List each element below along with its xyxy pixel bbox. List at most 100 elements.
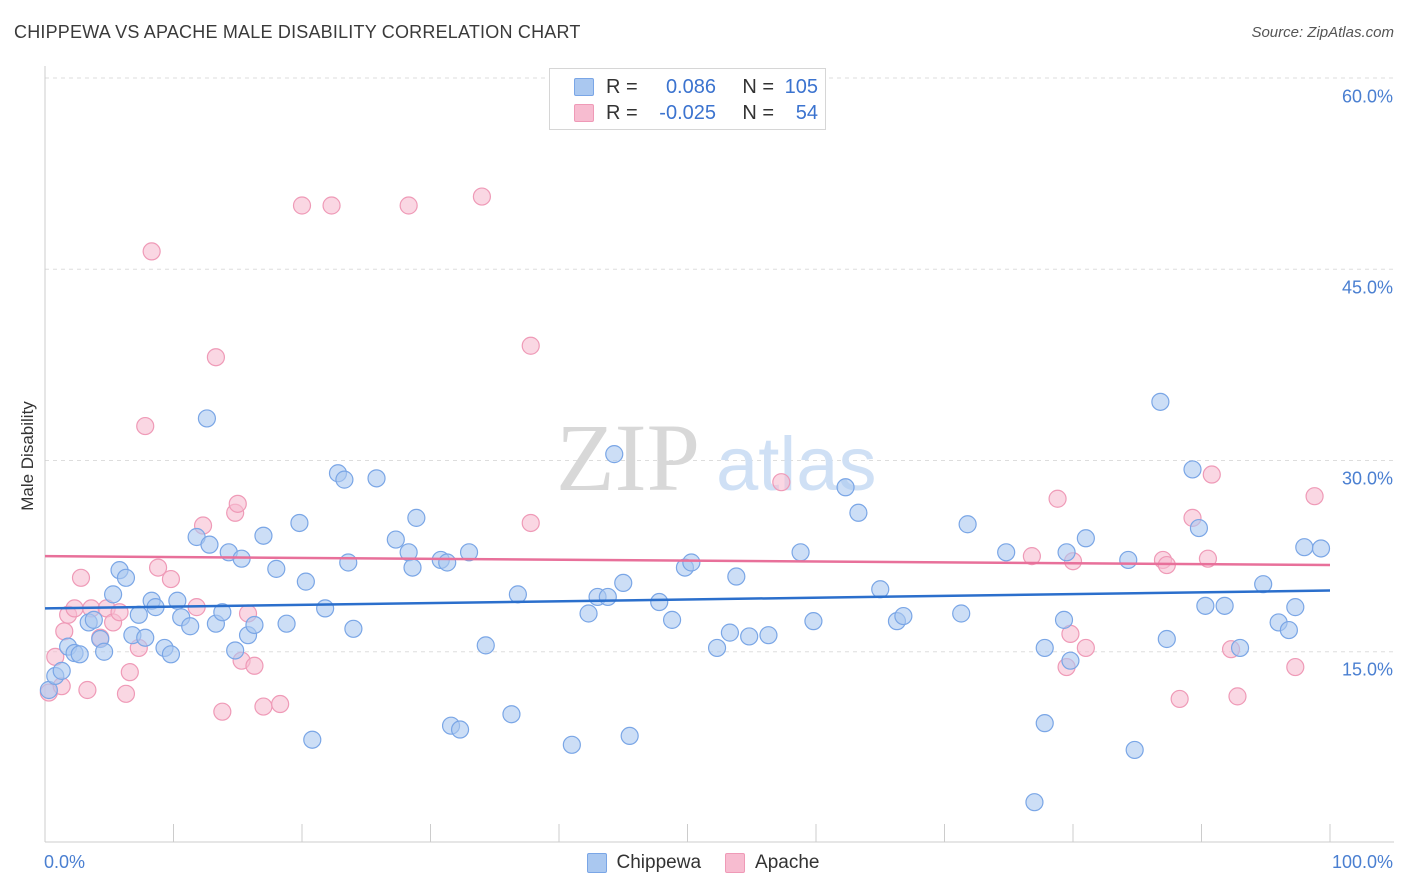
apache-point bbox=[1202, 465, 1221, 484]
chippewa-point bbox=[1054, 610, 1074, 629]
n-value: 54 bbox=[795, 101, 818, 124]
chippewa-point bbox=[197, 409, 217, 428]
apache-point bbox=[254, 697, 273, 716]
chippewa-point bbox=[277, 614, 296, 633]
chippewa-point bbox=[1057, 543, 1076, 562]
trend-lines bbox=[44, 554, 1331, 610]
chippewa-point bbox=[367, 469, 386, 488]
chippewa-point bbox=[213, 603, 232, 622]
apache-point bbox=[1022, 547, 1041, 566]
r-value: -0.025 bbox=[659, 101, 716, 124]
r-value: 0.086 bbox=[665, 75, 716, 98]
chippewa-point bbox=[759, 626, 778, 645]
apache-point bbox=[136, 416, 155, 436]
apache-point bbox=[322, 196, 341, 215]
apache-point bbox=[1048, 489, 1067, 508]
chippewa-point bbox=[1035, 638, 1054, 658]
apache-point bbox=[271, 694, 290, 714]
y-tick-label: 15.0% bbox=[1341, 659, 1393, 680]
chippewa-point bbox=[245, 615, 264, 635]
r-label: R = bbox=[606, 101, 638, 124]
chippewa-point bbox=[1295, 538, 1314, 557]
chippewa-point bbox=[740, 627, 759, 646]
apache-swatch bbox=[574, 104, 594, 122]
chippewa-point bbox=[52, 661, 71, 680]
chippewa-swatch bbox=[574, 78, 594, 96]
chippewa-point bbox=[1035, 714, 1054, 733]
chippewa-point bbox=[200, 535, 219, 554]
chippewa-point bbox=[129, 605, 148, 624]
chippewa-point bbox=[476, 636, 495, 655]
r-label: R = bbox=[606, 75, 638, 98]
chippewa-point bbox=[84, 610, 103, 629]
chippewa-point bbox=[1119, 550, 1138, 570]
chippewa-point bbox=[662, 610, 682, 629]
chippewa-point bbox=[70, 645, 89, 664]
chippewa-point bbox=[502, 705, 521, 724]
n-label: N = bbox=[742, 101, 774, 124]
legend-row-apache: R = -0.025 N = 54 bbox=[574, 101, 818, 125]
chippewa-point bbox=[579, 604, 598, 623]
chippewa-point bbox=[804, 612, 823, 631]
legend-label-apache: Apache bbox=[755, 852, 820, 873]
source-label: Source: ZipAtlas.com bbox=[1251, 24, 1394, 41]
series-legend: Chippewa Apache bbox=[0, 852, 1406, 874]
axes bbox=[44, 66, 1394, 843]
apache-trend-line bbox=[44, 554, 1331, 567]
chippewa-point bbox=[344, 619, 363, 638]
chippewa-point bbox=[1025, 793, 1044, 812]
apache-point bbox=[142, 242, 161, 261]
apache-point bbox=[78, 680, 97, 700]
chippewa-point bbox=[335, 470, 354, 489]
chippewa-point bbox=[1183, 460, 1202, 479]
n-value: 105 bbox=[784, 75, 818, 98]
apache-point bbox=[213, 702, 232, 721]
watermark-zip: ZIP bbox=[556, 404, 700, 511]
legend-item-chippewa[interactable]: Chippewa bbox=[586, 852, 701, 874]
chippewa-point bbox=[562, 735, 581, 754]
chippewa-point bbox=[1254, 575, 1273, 594]
chippewa-point bbox=[161, 645, 181, 664]
apache-point bbox=[120, 663, 139, 682]
apache-point bbox=[245, 656, 264, 675]
y-tick-label: 45.0% bbox=[1341, 277, 1393, 298]
legend-item-apache[interactable]: Apache bbox=[725, 852, 819, 874]
y-tick-label: 60.0% bbox=[1341, 86, 1393, 107]
chippewa-point bbox=[303, 730, 322, 749]
chippewa-point bbox=[707, 638, 727, 658]
chippewa-point bbox=[267, 559, 286, 578]
chippewa-point bbox=[1151, 392, 1170, 411]
chippewa-point bbox=[871, 580, 890, 599]
y-tick-label: 30.0% bbox=[1341, 468, 1393, 489]
apache-point bbox=[521, 513, 540, 533]
chippewa-point bbox=[438, 553, 457, 572]
apache-swatch bbox=[725, 853, 746, 873]
chippewa-point bbox=[1189, 518, 1209, 538]
apache-point bbox=[1170, 689, 1189, 709]
apache-point bbox=[1228, 687, 1247, 706]
chippewa-point bbox=[1286, 598, 1305, 617]
legend-row-chippewa: R = 0.086 N = 105 bbox=[574, 75, 818, 99]
apache-point bbox=[228, 494, 247, 513]
y-axis-label: Male Disability bbox=[18, 401, 37, 511]
chippewa-point bbox=[620, 726, 639, 746]
chippewa-point bbox=[290, 513, 309, 533]
chippewa-point bbox=[614, 573, 633, 593]
chippewa-point bbox=[605, 445, 624, 464]
chippewa-point bbox=[226, 641, 245, 660]
x-tick-label: 0.0% bbox=[44, 852, 86, 872]
chippewa-point bbox=[598, 587, 617, 607]
n-label: N = bbox=[742, 75, 774, 98]
chippewa-point bbox=[403, 558, 422, 577]
chippewa-point bbox=[791, 543, 810, 562]
chippewa-point bbox=[1215, 596, 1234, 615]
chippewa-point bbox=[720, 623, 740, 642]
apache-point bbox=[161, 569, 181, 589]
chippewa-point bbox=[849, 503, 868, 522]
apache-point bbox=[472, 187, 491, 206]
chippewa-swatch bbox=[586, 853, 607, 873]
apache-point bbox=[1076, 638, 1095, 658]
chippewa-point bbox=[386, 530, 405, 549]
chart-title: CHIPPEWA VS APACHE MALE DISABILITY CORRE… bbox=[14, 22, 581, 42]
